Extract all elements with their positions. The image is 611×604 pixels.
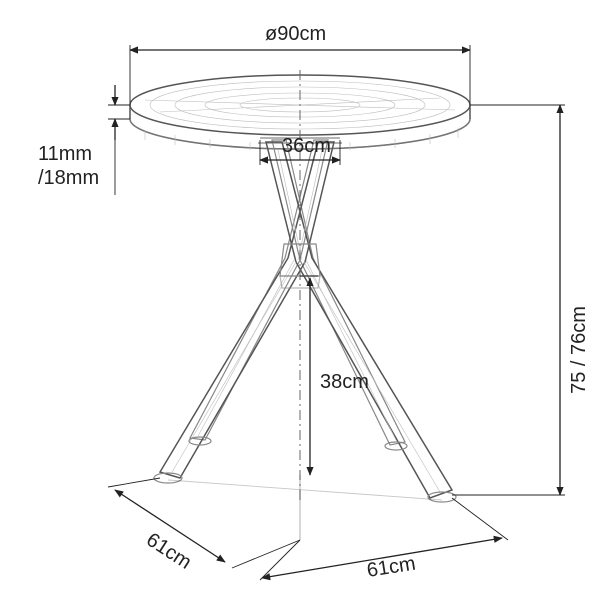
- label-diameter: ø90cm: [265, 23, 326, 45]
- label-thickness-1: 11mm: [38, 143, 92, 165]
- label-total-height: 75 / 76cm: [568, 306, 590, 394]
- label-leg-span: 36cm: [282, 135, 331, 157]
- label-cross-height: 38cm: [320, 371, 369, 393]
- table-dimension-sketch: ø90cm 11mm /18mm 36cm 38cm 75 / 76cm 61c…: [0, 0, 611, 604]
- dim-foot-right: 61cm: [260, 498, 508, 582]
- foot-pads: [154, 437, 456, 502]
- dim-total-height: 75 / 76cm: [452, 105, 590, 495]
- label-thickness-2: /18mm: [38, 167, 99, 189]
- dim-cross-height: 38cm: [300, 276, 369, 475]
- label-foot-right: 61cm: [365, 553, 417, 582]
- label-foot-left: 61cm: [142, 529, 195, 574]
- dim-thickness: 11mm /18mm: [38, 85, 130, 195]
- dim-foot-left: 61cm: [108, 478, 300, 574]
- floor-centerline: [168, 480, 442, 500]
